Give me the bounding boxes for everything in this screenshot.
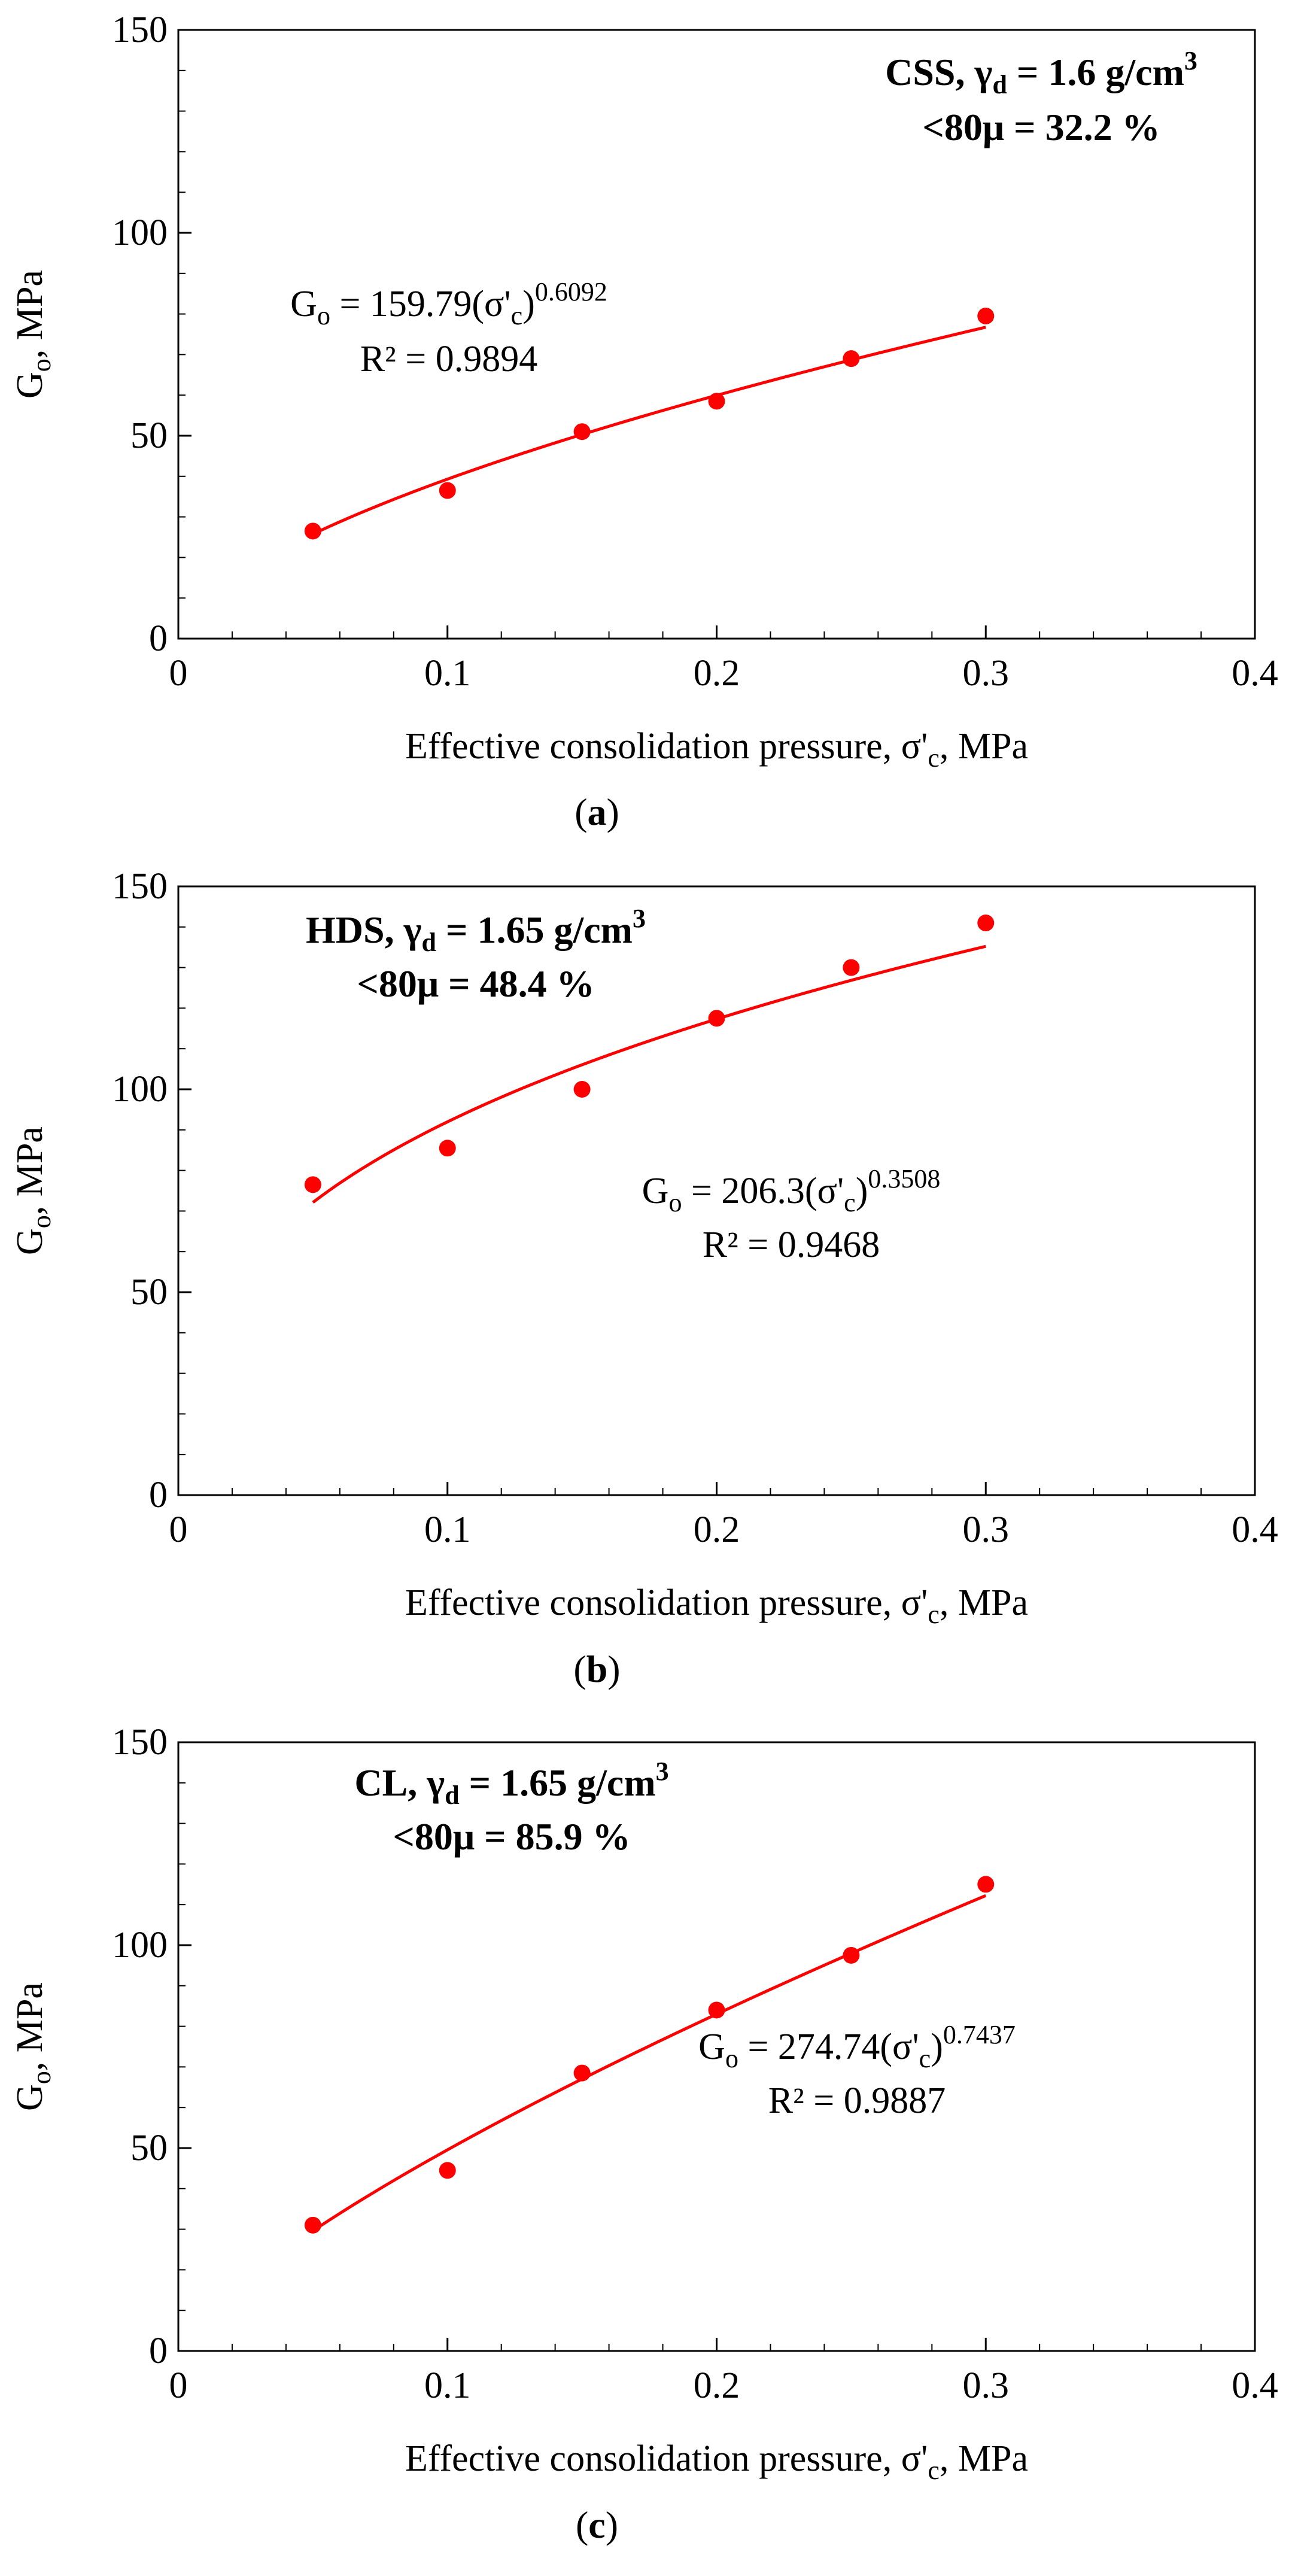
x-tick-label-a: 0.1 — [424, 653, 471, 694]
data-point-a — [708, 393, 725, 410]
data-point-a — [439, 482, 456, 499]
y-tick-label-a: 0 — [149, 618, 168, 659]
panel-caption-a: (a) — [574, 791, 619, 833]
fit-curve-b — [312, 944, 986, 1204]
data-point-c — [439, 2162, 456, 2179]
data-point-c — [573, 2064, 591, 2082]
x-tick-label-b: 0.3 — [963, 1509, 1010, 1550]
y-tick-label-b: 100 — [112, 1069, 168, 1110]
y-tick-label-c: 150 — [112, 1722, 168, 1763]
x-tick-label-c: 0.4 — [1232, 2365, 1278, 2406]
x-tick-label-a: 0.3 — [963, 653, 1010, 694]
data-point-c — [304, 2216, 321, 2234]
x-tick-label-b: 0.2 — [694, 1509, 740, 1550]
data-point-c — [708, 2001, 725, 2019]
data-point-b — [573, 1081, 591, 1098]
chart-panel-c: 0 50 100 150 0 0.1 0.2 0.3 0.4 Effective consolid… — [10, 1722, 1278, 2546]
chart-panel-a: 0 50 100 150 0 0.1 0.2 0.3 0.4 Effective consolid… — [10, 10, 1278, 833]
data-point-a — [573, 423, 591, 441]
data-point-b — [977, 915, 995, 932]
y-axis-title-b: Go, MPa — [10, 1126, 56, 1255]
x-tick-label-c: 0.3 — [963, 2365, 1010, 2406]
x-axis-title-b: Effective consolidation pressure, σ'c, M… — [405, 1582, 1028, 1629]
x-tick-label-b: 0 — [169, 1509, 188, 1550]
fit-equation-a: Go = 159.79(σ'c)0.6092 — [290, 277, 607, 330]
data-point-a — [304, 523, 321, 540]
x-tick-label-a: 0.4 — [1232, 653, 1278, 694]
data-point-b — [304, 1176, 321, 1193]
data-point-c — [977, 1876, 995, 1893]
data-point-b — [843, 959, 860, 976]
x-tick-label-b: 0.1 — [424, 1509, 471, 1550]
y-tick-label-a: 150 — [112, 10, 168, 50]
r-squared-a: R² = 0.9894 — [360, 339, 537, 379]
material-label-a: CSS, γd = 1.6 g/cm3 — [885, 46, 1197, 99]
fit-curve-a — [312, 326, 986, 536]
chart-panel-b: 0 50 100 150 0 0.1 0.2 0.3 0.4 Effective consolid… — [10, 866, 1278, 1690]
x-tick-label-c: 0.1 — [424, 2365, 471, 2406]
data-point-b — [708, 1010, 725, 1027]
data-point-c — [843, 1946, 860, 1964]
y-tick-label-c: 100 — [112, 1925, 168, 1966]
data-point-b — [439, 1140, 456, 1157]
y-tick-label-b: 0 — [149, 1475, 168, 1515]
x-tick-label-c: 0 — [169, 2365, 188, 2406]
panel-caption-c: (c) — [576, 2504, 618, 2546]
data-point-a — [977, 307, 995, 324]
fines-label-a: <80μ = 32.2 % — [922, 106, 1160, 148]
y-tick-label-b: 50 — [130, 1272, 168, 1313]
fit-curve-c — [312, 1894, 987, 2232]
fit-equation-b: Go = 206.3(σ'c)0.3508 — [642, 1164, 941, 1217]
material-label-c: CL, γd = 1.65 g/cm3 — [354, 1757, 668, 1810]
x-tick-label-b: 0.4 — [1232, 1509, 1278, 1550]
x-tick-label-a: 0.2 — [694, 653, 740, 694]
x-axis-title-a: Effective consolidation pressure, σ'c, M… — [405, 726, 1028, 773]
data-point-a — [843, 350, 860, 367]
x-axis-title-c: Effective consolidation pressure, σ'c, M… — [405, 2438, 1028, 2485]
fines-label-c: <80μ = 85.9 % — [393, 1815, 630, 1858]
x-tick-label-c: 0.2 — [694, 2365, 740, 2406]
y-axis-title-c: Go, MPa — [10, 1982, 56, 2111]
material-label-b: HDS, γd = 1.65 g/cm3 — [306, 904, 646, 957]
fines-label-b: <80μ = 48.4 % — [357, 962, 594, 1005]
r-squared-b: R² = 0.9468 — [703, 1225, 880, 1265]
y-axis-title-a: Go, MPa — [10, 270, 56, 399]
y-tick-label-a: 100 — [112, 212, 168, 253]
x-tick-label-a: 0 — [169, 653, 188, 694]
y-tick-label-c: 0 — [149, 2331, 168, 2371]
y-tick-label-c: 50 — [130, 2128, 168, 2168]
fit-equation-c: Go = 274.74(σ'c)0.7437 — [698, 2020, 1016, 2073]
panel-caption-b: (b) — [573, 1648, 620, 1690]
y-tick-label-a: 50 — [130, 415, 168, 456]
r-squared-c: R² = 0.9887 — [768, 2080, 946, 2121]
y-tick-label-b: 150 — [112, 866, 168, 907]
